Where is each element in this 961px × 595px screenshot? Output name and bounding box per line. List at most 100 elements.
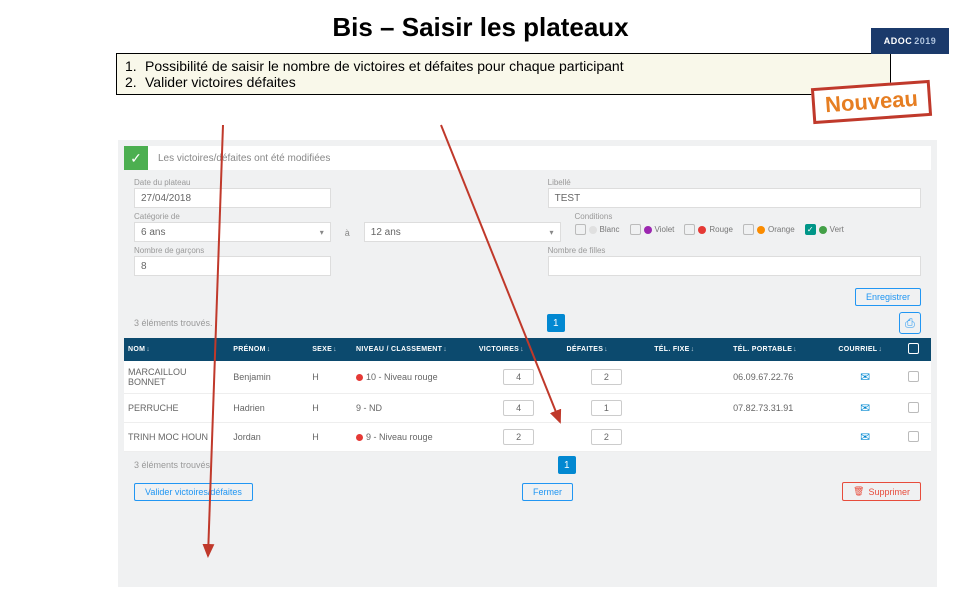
valider-victoires-button[interactable]: Valider victoires/défaites [134,483,253,501]
mail-icon: ✉ [860,430,870,444]
col-defaites[interactable]: DÉFAITES↓ [563,338,651,361]
col-select-all[interactable] [896,338,931,361]
cell-niveau: 9 - Niveau rouge [352,423,475,452]
libelle-label: Libellé [548,178,921,187]
cell-tel-portable: 07.82.73.31.91 [729,394,834,423]
condition-label: Orange [768,225,795,234]
cell-victoires[interactable]: 4 [475,394,563,423]
cell-courriel[interactable]: ✉ [834,361,895,394]
checkbox-icon [630,224,641,235]
page-1-bottom[interactable]: 1 [558,456,576,474]
level-dot-icon [356,434,363,441]
cell-defaites[interactable]: 2 [563,361,651,394]
col-tel_fixe[interactable]: TÉL. FIXE↓ [650,338,729,361]
success-text: Les victoires/défaites ont été modifiées [158,153,330,164]
col-courriel[interactable]: COURRIEL↓ [834,338,895,361]
results-count-bottom: 3 éléments trouvés. [134,460,213,470]
mail-icon: ✉ [860,370,870,384]
cell-prenom: Hadrien [229,394,308,423]
cell-tel-portable: 06.09.67.22.76 [729,361,834,394]
cell-sexe: H [308,423,352,452]
categorie-label: Catégorie de [134,212,331,221]
cell-niveau: 9 - ND [352,394,475,423]
success-banner: ✓ Les victoires/défaites ont été modifié… [124,146,931,170]
categorie-min-select[interactable]: 6 ans▾ [134,222,331,242]
filles-input[interactable] [548,256,921,276]
condition-orange[interactable]: Orange [743,224,795,235]
cell-victoires[interactable]: 2 [475,423,563,452]
condition-violet[interactable]: Violet [630,224,675,235]
col-nom[interactable]: NOM↓ [124,338,229,361]
enregistrer-button[interactable]: Enregistrer [855,288,921,306]
color-dot-icon [819,226,827,234]
chevron-down-icon: ▾ [320,228,324,237]
level-dot-icon [356,374,363,381]
condition-blanc[interactable]: Blanc [575,224,620,235]
condition-rouge[interactable]: Rouge [684,224,733,235]
cell-checkbox[interactable] [896,394,931,423]
conditions-label: Conditions [575,212,921,221]
date-input[interactable]: 27/04/2018 [134,188,331,208]
col-victoires[interactable]: VICTOIRES↓ [475,338,563,361]
checkbox-icon [684,224,695,235]
garcons-label: Nombre de garçons [134,246,331,255]
cell-checkbox[interactable] [896,361,931,394]
cell-tel-portable [729,423,834,452]
cell-prenom: Benjamin [229,361,308,394]
cell-niveau: 10 - Niveau rouge [352,361,475,394]
checkbox-icon: ✓ [805,224,816,235]
color-dot-icon [698,226,706,234]
cell-checkbox[interactable] [896,423,931,452]
col-niveau[interactable]: NIVEAU / CLASSEMENT↓ [352,338,475,361]
filles-label: Nombre de filles [548,246,921,255]
date-label: Date du plateau [134,178,331,187]
garcons-input[interactable]: 8 [134,256,331,276]
cell-sexe: H [308,361,352,394]
mail-icon: ✉ [860,401,870,415]
cell-prenom: Jordan [229,423,308,452]
supprimer-button[interactable]: 🗑Supprimer [842,482,921,501]
nouveau-stamp: Nouveau [811,80,932,124]
cell-courriel[interactable]: ✉ [834,394,895,423]
cell-defaites[interactable]: 1 [563,394,651,423]
table-row: TRINH MOC HOUN Jordan H 9 - Niveau rouge… [124,423,931,452]
app-screenshot: ✓ Les victoires/défaites ont été modifié… [118,140,937,587]
cell-courriel[interactable]: ✉ [834,423,895,452]
table-row: PERRUCHE Hadrien H 9 - ND 4 1 07.82.73.3… [124,394,931,423]
col-tel_portable[interactable]: TÉL. PORTABLE↓ [729,338,834,361]
checkbox-icon [575,224,586,235]
cell-tel-fixe [650,394,729,423]
chevron-down-icon: ▾ [550,228,554,237]
condition-label: Vert [830,225,844,234]
condition-label: Violet [655,225,675,234]
cell-tel-fixe [650,423,729,452]
condition-label: Rouge [709,225,733,234]
cell-victoires[interactable]: 4 [475,361,563,394]
fermer-button[interactable]: Fermer [522,483,573,501]
cell-nom: PERRUCHE [124,394,229,423]
cell-nom: MARCAILLOU BONNET [124,361,229,394]
categorie-a: à [345,228,350,242]
col-sexe[interactable]: SEXE↓ [308,338,352,361]
cell-tel-fixe [650,361,729,394]
success-check-icon: ✓ [124,146,148,170]
checkbox-icon [743,224,754,235]
export-icon[interactable]: ⎙ [899,312,921,334]
trash-icon: 🗑 [853,486,864,497]
cell-defaites[interactable]: 2 [563,423,651,452]
cell-sexe: H [308,394,352,423]
condition-vert[interactable]: ✓ Vert [805,224,844,235]
cell-nom: TRINH MOC HOUN [124,423,229,452]
color-dot-icon [644,226,652,234]
table-row: MARCAILLOU BONNET Benjamin H 10 - Niveau… [124,361,931,394]
participants-table: NOM↓PRÉNOM↓SEXE↓NIVEAU / CLASSEMENT↓VICT… [124,338,931,452]
libelle-input[interactable]: TEST [548,188,921,208]
page-1[interactable]: 1 [547,314,565,332]
categorie-max-select[interactable]: 12 ans▾ [364,222,561,242]
results-count: 3 éléments trouvés. [134,318,213,328]
color-dot-icon [757,226,765,234]
logo-badge: ADOC2019 [871,28,949,54]
pager: 1 [547,314,565,332]
col-prenom[interactable]: PRÉNOM↓ [229,338,308,361]
color-dot-icon [589,226,597,234]
